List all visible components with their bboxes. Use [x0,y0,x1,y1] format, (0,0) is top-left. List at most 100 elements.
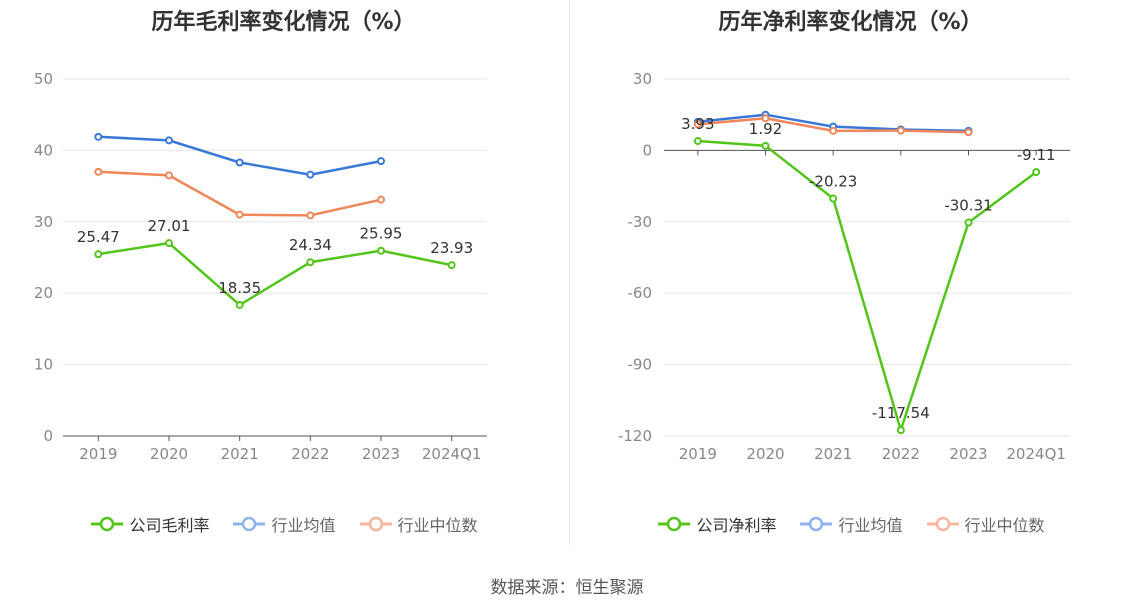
data-label: 25.47 [77,228,120,246]
x-tick-label: 2022 [291,445,329,463]
chart-title: 历年净利率变化情况（%） [718,10,983,35]
data-label: 3.93 [681,115,714,133]
legend: 公司净利率 行业均值 行业中位数 [567,512,1134,536]
data-label: 1.92 [749,120,782,138]
legend-swatch [359,516,392,532]
data-label: -117.54 [872,404,930,422]
y-tick-label: 30 [34,213,53,231]
legend-swatch [800,516,833,532]
legend-marker [100,516,115,532]
data-point [165,239,173,248]
y-tick-label: -120 [618,427,652,445]
data-point [1032,168,1041,177]
y-tick-label: -90 [628,356,653,374]
data-label: -30.31 [944,197,992,215]
data-point [306,170,315,179]
data-point [235,210,244,219]
series-line [98,241,452,307]
x-tick-label: 2021 [814,445,852,463]
y-tick-label: 30 [633,70,652,88]
x-tick-label: 2023 [949,445,987,463]
data-label: 25.95 [360,225,403,243]
legend-marker [809,516,824,532]
y-tick-label: 50 [34,70,53,88]
legend-swatch [658,516,691,532]
data-label: 24.34 [289,236,332,254]
legend-item[interactable]: 行业中位数 [358,512,478,536]
data-point [306,211,315,220]
data-point [94,250,103,259]
legend-swatch [233,516,266,532]
data-point [761,141,770,150]
legend-swatch [926,516,959,532]
legend-item[interactable]: 行业中位数 [925,512,1045,536]
data-point [693,137,702,146]
x-tick-label: 2019 [79,445,117,463]
x-tick-label: 2019 [679,445,717,463]
data-point [94,167,103,176]
y-tick-label: -30 [628,213,653,231]
legend-item[interactable]: 行业均值 [231,512,336,536]
series-line [98,135,382,176]
data-point [829,126,838,135]
data-point [377,157,385,166]
data-point [377,195,385,204]
y-tick-label: 0 [43,427,53,445]
x-tick-label: 2022 [882,445,920,463]
x-tick-label: 2023 [362,445,400,463]
net-margin-chart: 历年净利率变化情况（%） 30 0 -30 -60 -90 -120 2019 2020 202… [567,0,1134,560]
data-point [964,218,973,227]
legend-marker [667,516,682,532]
data-label: 18.35 [218,279,261,297]
data-point [165,136,173,145]
data-point [447,261,456,270]
legend-label: 行业均值 [838,516,903,535]
data-point [761,114,770,123]
legend-label: 公司净利率 [696,516,777,535]
legend: 公司毛利率 行业均值 行业中位数 [0,512,567,536]
y-tick-label: -60 [628,284,653,302]
data-label: 23.93 [430,239,473,257]
x-tick-label: 2024Q1 [1006,445,1066,463]
y-tick-label: 40 [34,141,53,159]
panel-divider [569,0,570,545]
data-point [896,426,905,435]
series-line [98,170,382,217]
net-margin-plot: 30 0 -30 -60 -90 -120 2019 2020 2021 2022 2023 2024… [618,70,1070,463]
y-tick-label: 0 [642,141,652,159]
data-point [896,126,905,135]
data-point [94,132,103,141]
legend-label: 行业均值 [271,516,336,535]
y-tick-label: 20 [34,284,53,302]
data-label: -20.23 [809,173,857,191]
legend-swatch [91,516,124,532]
legend-item[interactable]: 行业均值 [798,512,903,536]
legend-marker [368,516,383,532]
legend-item[interactable]: 公司净利率 [656,512,776,536]
data-point [964,128,973,137]
legend-marker [935,516,950,532]
data-point [693,120,702,129]
legend-item[interactable]: 公司毛利率 [89,512,209,536]
x-tick-label: 2020 [150,445,188,463]
data-point [165,171,173,180]
data-point [235,158,244,167]
legend-marker [242,516,257,532]
x-tick-label: 2021 [221,445,259,463]
x-tick-label: 2024Q1 [422,445,482,463]
data-point [829,194,838,203]
data-point [377,246,385,255]
data-label: 27.01 [148,217,191,235]
data-source: 数据来源：恒生聚源 [490,578,644,598]
legend-label: 行业中位数 [964,516,1045,535]
data-label: -9.11 [1017,146,1056,164]
legend-label: 公司毛利率 [129,516,210,535]
legend-label: 行业中位数 [397,516,478,535]
gross-margin-plot: 0 10 20 30 40 50 2019 2020 2021 2022 2023 2024Q1 25.… [34,70,487,463]
data-point [306,258,315,267]
chart-title: 历年毛利率变化情况（%） [151,10,416,35]
data-point [235,300,244,309]
gross-margin-chart: 历年毛利率变化情况（%） 0 10 20 30 40 50 2019 2020 2021 2022… [0,0,567,560]
x-tick-label: 2020 [746,445,784,463]
series-line [697,139,1037,435]
